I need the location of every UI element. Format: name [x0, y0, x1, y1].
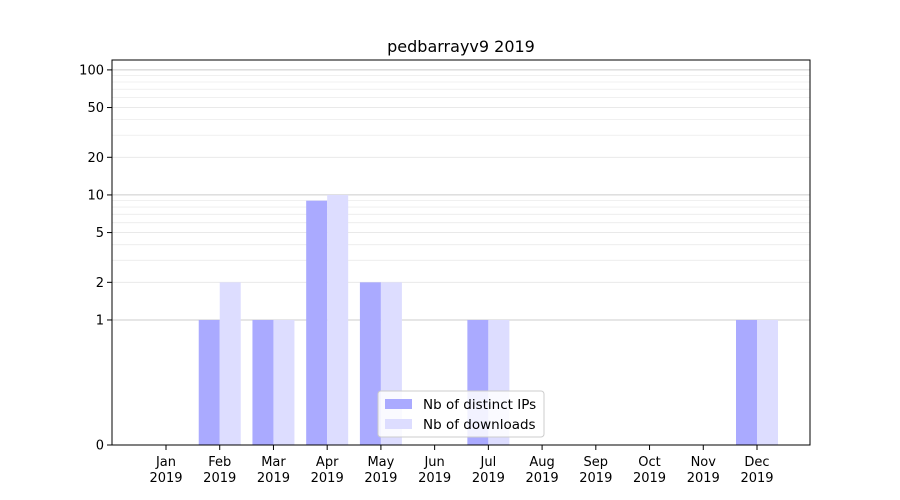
y-tick-label: 100 [79, 63, 104, 78]
y-axis: 0 1 2 5 10 20 50 100 [79, 63, 112, 454]
plot-frame [111, 59, 811, 446]
legend: Nb of distinct IPs Nb of downloads [377, 390, 545, 438]
x-tick-label-month: Jul [480, 455, 497, 470]
y-tick-label: 2 [96, 276, 104, 291]
x-tick-label-year: 2019 [579, 471, 612, 486]
x-tick-label-month: Aug [529, 455, 554, 470]
bar-downloads [327, 194, 349, 445]
y-tick-label: 5 [96, 226, 104, 241]
x-tick-label-year: 2019 [257, 471, 290, 486]
x-tick-label-year: 2019 [740, 471, 773, 486]
x-tick-label-month: Oct [638, 455, 660, 470]
bar-downloads [219, 282, 241, 445]
legend-label: Nb of distinct IPs [423, 397, 536, 413]
y-tick-label: 0 [96, 439, 104, 454]
x-tick-label-month: Sep [584, 455, 609, 470]
x-tick-label-year: 2019 [149, 471, 182, 486]
x-tick-label-year: 2019 [687, 471, 720, 486]
bar-distinct-ips [359, 282, 381, 445]
x-tick-label-month: Apr [316, 455, 339, 470]
x-tick-label-month: May [367, 455, 394, 470]
x-tick-label-year: 2019 [364, 471, 397, 486]
bar-distinct-ips [306, 200, 328, 445]
x-tick-label-year: 2019 [203, 471, 236, 486]
bars-layer [198, 194, 778, 445]
chart-title: pedbarrayv9 2019 [387, 37, 535, 56]
x-tick-label-month: Nov [691, 455, 717, 470]
bar-downloads [757, 319, 778, 445]
bar-distinct-ips [736, 319, 757, 445]
grid-layer [112, 69, 810, 321]
legend-box [377, 390, 545, 438]
bar-downloads [273, 319, 295, 445]
y-tick-label: 50 [87, 101, 104, 116]
legend-swatch [385, 419, 412, 429]
x-tick-label-year: 2019 [472, 471, 505, 486]
x-tick-label-month: Feb [208, 455, 231, 470]
x-tick-label-year: 2019 [633, 471, 666, 486]
y-tick-label: 20 [87, 151, 104, 166]
x-tick-label-month: Mar [261, 455, 286, 470]
y-tick-label: 10 [87, 188, 104, 203]
x-tick-label-year: 2019 [526, 471, 559, 486]
legend-swatch [385, 399, 412, 409]
bar-distinct-ips [252, 319, 274, 445]
legend-label: Nb of downloads [423, 417, 536, 433]
x-tick-label-month: Jan [155, 455, 176, 470]
x-tick-label-year: 2019 [311, 471, 344, 486]
x-tick-label-month: Dec [744, 455, 769, 470]
x-tick-label-month: Jun [423, 455, 444, 470]
x-axis: Jan2019Feb2019Mar2019Apr2019May2019Jun20… [149, 445, 774, 486]
bar-distinct-ips [198, 319, 220, 445]
x-tick-label-year: 2019 [418, 471, 451, 486]
y-tick-label: 1 [96, 313, 104, 328]
